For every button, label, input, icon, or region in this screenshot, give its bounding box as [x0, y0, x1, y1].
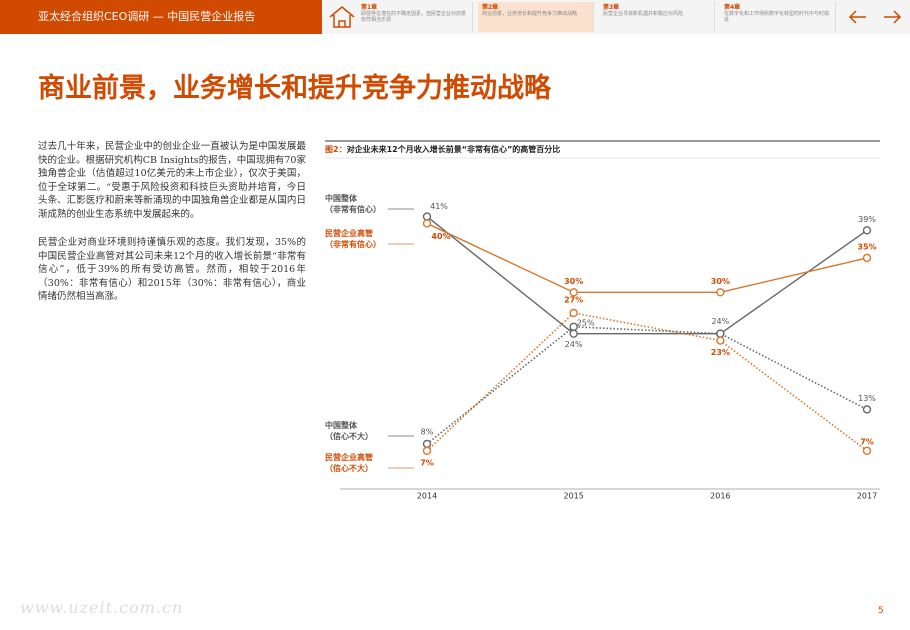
point-marker — [716, 288, 725, 297]
value-label: 27% — [564, 296, 583, 305]
value-label: 25% — [577, 318, 595, 327]
point-marker — [862, 253, 872, 263]
prev-arrow[interactable] — [848, 10, 866, 24]
legend-label: 民营企业高管 （非常有信心） — [325, 229, 381, 249]
legend-label: 中国整体 （非常有信心） — [325, 194, 381, 214]
chapter-label: 第1章 — [361, 4, 378, 11]
value-label: 7% — [420, 458, 434, 467]
point-marker — [569, 329, 578, 338]
chapter-tab[interactable]: 第1章 即便存在潜在的不确定因素，但民营企业对前景依然相当乐观 — [357, 2, 473, 32]
paragraph: 过去几十年来，民营企业中的创业企业一直被认为是中国发展最快的企业。根据研究机构C… — [38, 141, 306, 220]
chapter-text: 在数字化和工作场所数字化转型的时代中与时俱进 — [724, 11, 830, 23]
home-icon[interactable] — [329, 6, 355, 28]
chapter-text: 即便存在潜在的不确定因素，但民营企业对前景依然相当乐观 — [361, 11, 467, 23]
chapter-text: 商业前景，业务增长和提升竞争力推动战略 — [482, 11, 578, 17]
legend-label: 民营企业高管 （信心不大） — [325, 453, 373, 473]
watermark: www.uzeit.com.cn — [20, 598, 184, 617]
chapter-text: 民营企业寻找新机遇并积极应对风险 — [603, 11, 684, 17]
point-marker — [422, 212, 432, 221]
paragraph: 民营企业对商业环境则持谨慎乐观的态度。我们发现，35%的中国民营企业高管对其公司… — [38, 237, 306, 303]
value-label: 39% — [858, 215, 876, 224]
point-marker — [569, 308, 578, 318]
point-marker — [862, 405, 872, 414]
value-label: 24% — [565, 340, 583, 349]
legend-label: 中国整体 （信心不大） — [325, 421, 373, 441]
figure-figure-label: 图2： — [325, 145, 347, 154]
point-marker — [422, 446, 432, 455]
chapter-label: 第4章 — [724, 4, 741, 11]
value-label: 13% — [858, 394, 876, 403]
chapter-tab[interactable]: 第4章 在数字化和工作场所数字化转型的时代中与时俱进 — [720, 2, 836, 32]
point-marker — [862, 446, 872, 455]
value-label: 30% — [711, 277, 730, 286]
figure-title: 图2：对企业未来12个月收入增长前景“非常有信心”的高管百分比 — [325, 144, 910, 155]
value-label: 7% — [860, 437, 874, 446]
x-tick-label: 2017 — [857, 492, 877, 501]
header-title: 亚太经合组织CEO调研 — 中国民营企业报告 — [0, 0, 322, 34]
point-marker — [716, 336, 725, 345]
value-label: 40% — [431, 232, 450, 241]
series-line — [426, 312, 868, 452]
figure-title: 对企业未来12个月收入增长前景“非常有信心”的高管百分比 — [346, 145, 561, 154]
value-label: 23% — [711, 348, 730, 357]
x-tick-label: 2016 — [710, 492, 730, 501]
point-marker — [862, 226, 872, 235]
series-line — [426, 222, 868, 294]
value-label: 24% — [711, 317, 729, 326]
next-arrow[interactable] — [884, 10, 902, 24]
chapter-label: 第2章 — [482, 4, 499, 11]
chapter-tab[interactable]: 第2章 商业前景，业务增长和提升竞争力推动战略 — [478, 2, 594, 32]
value-label: 35% — [857, 242, 876, 251]
series-line — [426, 325, 868, 445]
point-marker — [422, 219, 432, 228]
value-label: 41% — [430, 202, 448, 211]
value-label: 8% — [421, 427, 434, 436]
page-title: 商业前景，业务增长和提升竞争力推动战略 — [38, 73, 551, 104]
point-marker — [422, 439, 432, 449]
point-marker — [716, 329, 725, 338]
point-marker — [569, 322, 578, 331]
page-number: 5 — [878, 606, 884, 616]
x-tick-label: 2014 — [417, 492, 437, 501]
x-tick-label: 2015 — [563, 492, 583, 501]
point-marker — [569, 288, 578, 297]
chapter-label: 第3章 — [603, 4, 620, 11]
series-line — [426, 216, 868, 335]
value-label: 30% — [564, 277, 583, 286]
chapter-tab[interactable]: 第3章 民营企业寻找新机遇并积极应对风险 — [599, 2, 715, 32]
